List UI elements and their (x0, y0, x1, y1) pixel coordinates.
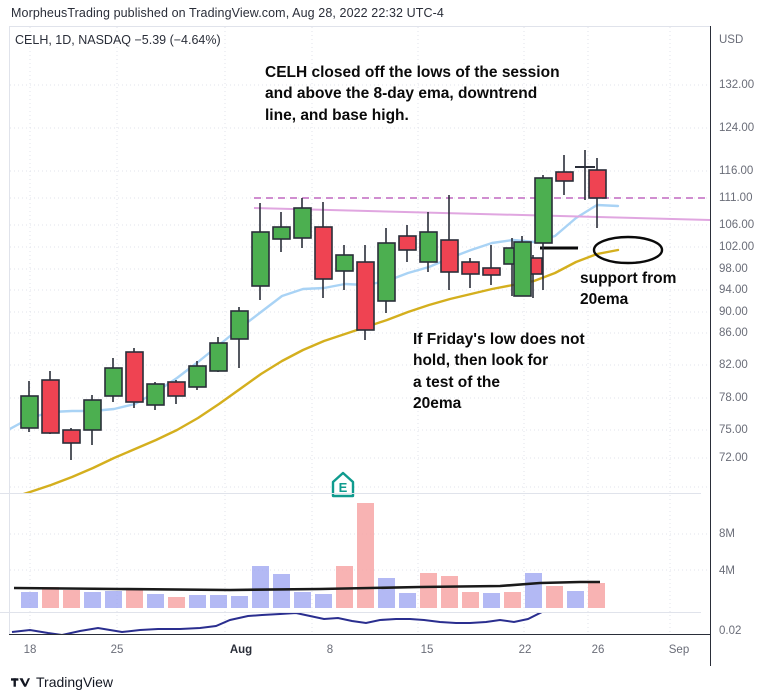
time-axis-tick: Sep (668, 644, 690, 656)
volume-series (21, 503, 605, 608)
volume-axis-tick: 8M (719, 528, 735, 540)
candle (419, 212, 438, 272)
volume-gridlines (10, 533, 710, 571)
candle (272, 212, 291, 252)
price-axis-tick: 75.00 (719, 424, 748, 436)
tradingview-branding[interactable]: TradingView (11, 674, 113, 690)
candle (588, 158, 607, 228)
candle (555, 155, 574, 195)
time-axis-tick: 15 (420, 644, 434, 656)
candle (188, 361, 207, 390)
candle (62, 428, 81, 460)
price-axis-tick: 94.00 (719, 284, 748, 296)
tradingview-logo-icon (11, 677, 30, 687)
candle (209, 337, 228, 372)
candle (314, 202, 333, 298)
candle (125, 348, 144, 408)
candle (83, 395, 102, 445)
candle (513, 236, 532, 297)
tradingview-logo-text: TradingView (36, 674, 114, 690)
headline-note[interactable]: CELH closed off the lows of the session … (265, 64, 560, 124)
candle (146, 382, 165, 410)
support-ellipse (592, 235, 664, 265)
candle (482, 245, 501, 285)
candle (461, 258, 480, 288)
price-axis-tick: 116.00 (719, 165, 754, 177)
price-axis-tick: 111.00 (719, 192, 753, 204)
chart-legend[interactable]: CELH, 1D, NASDAQ −5.39 (−4.64%) (15, 33, 221, 47)
price-axis-tick: 106.00 (719, 219, 755, 231)
time-axis-tick: 25 (110, 644, 124, 656)
time-axis-tick: 26 (591, 644, 605, 656)
candle (20, 381, 39, 432)
price-axis-tick: 132.00 (719, 79, 755, 91)
indicator-axis-tick: 0.02 (719, 625, 742, 637)
pane-separator-volume (0, 493, 701, 494)
candle (230, 307, 249, 368)
time-axis-tick: 22 (518, 644, 532, 656)
price-axis[interactable]: USD 132.00 124.00 116.00 111.00 106.00 1… (710, 26, 769, 666)
support-note[interactable]: support from 20ema (580, 270, 677, 309)
candle (398, 225, 417, 262)
price-axis-tick: 82.00 (719, 359, 748, 371)
candle (335, 245, 354, 290)
price-axis-tick: 78.00 (719, 392, 748, 404)
candle (104, 358, 123, 402)
time-axis-tick: 8 (326, 644, 334, 656)
candle (377, 228, 396, 313)
price-axis-tick: 124.00 (719, 122, 755, 134)
candle (41, 371, 60, 434)
candle (534, 175, 553, 290)
candle (356, 245, 375, 340)
friday-low-note[interactable]: If Friday's low does not hold, then look… (413, 331, 585, 413)
candle (251, 203, 270, 300)
candle (440, 195, 459, 290)
price-axis-currency: USD (719, 34, 744, 46)
candlestick-series (20, 150, 607, 460)
indicator-line (11, 613, 543, 634)
publisher-line: MorpheusTrading published on TradingView… (11, 6, 444, 20)
candle (167, 380, 186, 404)
price-axis-tick: 102.00 (719, 241, 755, 253)
time-axis-tick: 18 (23, 644, 37, 656)
volume-axis-tick: 4M (719, 565, 735, 577)
volume-ma-line (13, 580, 600, 592)
earnings-marker-label: E (339, 480, 348, 495)
time-axis[interactable]: 18 25 Aug 8 15 22 26 Sep (9, 634, 710, 666)
candle (293, 198, 312, 248)
ema8-line (10, 203, 620, 431)
downtrend-line (253, 207, 710, 221)
price-axis-tick: 72.00 (719, 452, 748, 464)
price-axis-tick: 86.00 (719, 327, 748, 339)
time-axis-tick: Aug (229, 644, 253, 656)
price-axis-tick: 90.00 (719, 306, 748, 318)
price-axis-tick: 98.00 (719, 263, 748, 275)
candle (575, 150, 595, 200)
pane-separator-indicator (0, 612, 701, 613)
